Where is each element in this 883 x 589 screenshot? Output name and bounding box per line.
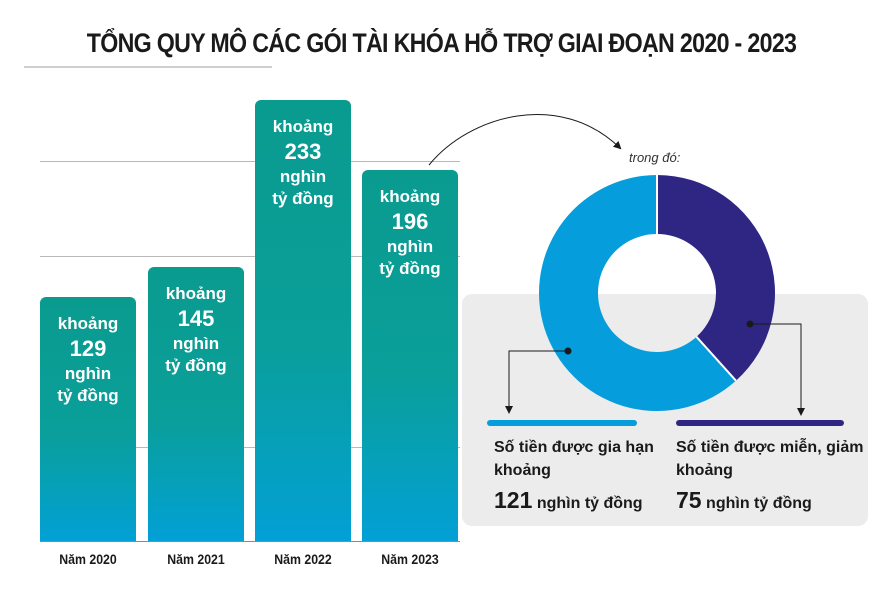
bar-2020: khoảng 129 nghìn tỷ đồng [40, 297, 136, 542]
gridline [40, 447, 460, 448]
donut-caption: trong đó: [629, 150, 681, 165]
donut-segment-exempt [657, 175, 776, 381]
x-label-2021: Năm 2021 [167, 551, 225, 567]
bar-unit: tỷ đồng [272, 189, 334, 208]
bar-prefix: khoảng [272, 117, 334, 136]
bar-2022: khoảng 233 nghìn tỷ đồng [255, 100, 351, 542]
bar-2023: khoảng 196 nghìn tỷ đồng [362, 170, 458, 542]
legend-value-exempt: 75 nghìn tỷ đồng [676, 487, 812, 513]
bar-prefix: khoảng [57, 314, 119, 333]
legend-swatch-exempt [676, 420, 844, 426]
chart-title: TỔNG QUY MÔ CÁC GÓI TÀI KHÓA HỖ TRỢ GIAI… [86, 28, 797, 58]
legend-swatch-deferred [487, 420, 637, 426]
bar-unit: nghìn [279, 167, 327, 186]
gridline [40, 256, 460, 257]
bar-unit: nghìn [386, 237, 434, 256]
bar-prefix: khoảng [379, 187, 441, 206]
bar-unit: tỷ đồng [57, 386, 119, 405]
bar-value: 129 [69, 336, 107, 361]
x-label-2022: Năm 2022 [274, 551, 332, 567]
bar-unit: nghìn [64, 364, 112, 383]
legend-value-deferred: 121 nghìn tỷ đồng [494, 487, 643, 513]
bar-value: 145 [177, 306, 215, 331]
x-label-2023: Năm 2023 [381, 551, 439, 567]
title-underline [24, 66, 272, 68]
bar-unit: tỷ đồng [379, 259, 441, 278]
curved-arrow-icon [428, 114, 622, 166]
legend-label-exempt: Số tiền được miễn, giảm khoảng [676, 439, 864, 479]
bar-value: 196 [391, 209, 429, 234]
bar-unit: nghìn [172, 334, 220, 353]
bar-unit: tỷ đồng [165, 356, 227, 375]
x-axis-baseline [40, 541, 460, 542]
bar-prefix: khoảng [165, 284, 227, 303]
bar-2021: khoảng 145 nghìn tỷ đồng [148, 267, 244, 542]
bar-value: 233 [284, 139, 322, 164]
donut-segment-deferred [539, 175, 736, 411]
x-label-2020: Năm 2020 [59, 551, 117, 567]
gridline [40, 161, 460, 162]
legend-label-deferred: Số tiền được gia hạn khoảng [494, 439, 654, 479]
